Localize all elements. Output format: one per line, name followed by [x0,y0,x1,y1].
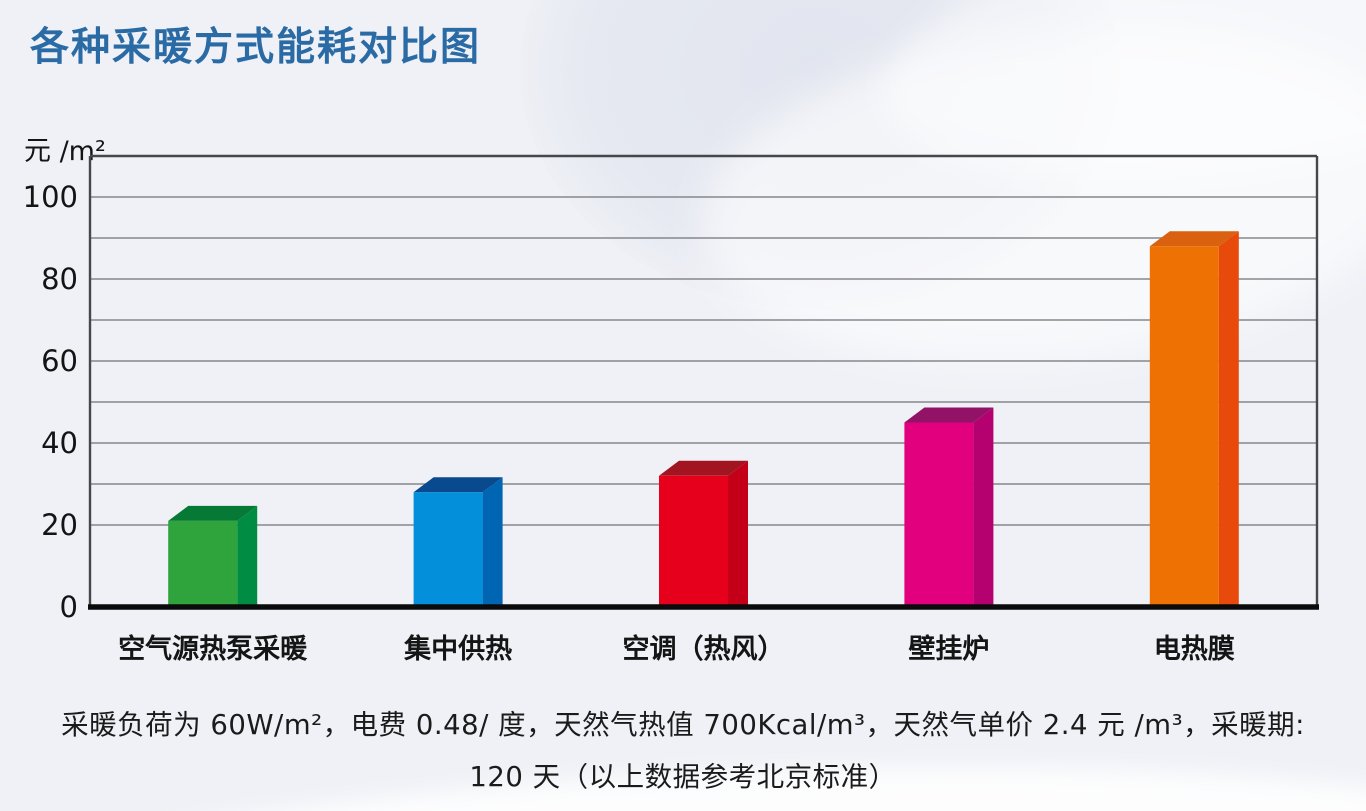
y-tick-label-60: 60 [41,344,78,378]
bar-air-conditioning-hot-air [659,460,748,607]
bar-front-face [659,475,728,607]
x-category-label-wall-hung-boiler: 壁挂炉 [908,634,990,665]
bar-wall-hung-boiler [904,407,994,607]
bar-top-face [168,505,258,521]
bar-front-face [1149,246,1219,607]
y-tick-label-0: 0 [59,590,78,624]
bar-side-face [973,407,994,607]
bar-side-face [482,477,503,607]
bar-side-face [1218,231,1239,607]
bar-front-face [904,422,974,607]
bar-top-face [904,407,994,423]
bar-top-face [1149,231,1239,247]
footnote-line-2: 120 天（以上数据参考北京标准） [469,761,897,793]
bar-side-face [728,460,748,607]
footnote-line-1: 采暖负荷为 60W/m²，电费 0.48/ 度，天然气热值 700Kcal/m³… [61,709,1305,741]
x-category-label-electric-heating-film: 电热膜 [1153,634,1235,665]
y-tick-label-100: 100 [22,180,78,214]
y-axis-unit-label: 元 /m² [24,136,106,167]
y-tick-label-40: 40 [41,426,78,460]
y-tick-label-80: 80 [41,262,78,296]
x-category-label-central-heating: 集中供热 [404,634,513,665]
bar-electric-heating-film [1149,231,1239,607]
bar-air-source-heat-pump [168,505,258,607]
x-category-label-air-conditioning-hot-air: 空调（热风） [622,634,785,665]
bar-front-face [413,492,483,607]
page-title: 各种采暖方式能耗对比图 [30,25,482,70]
x-category-label-air-source-heat-pump: 空气源热泵采暖 [118,634,308,665]
bar-chart-plot-area [88,154,1319,610]
bar-side-face [237,505,258,607]
bar-top-face [413,477,503,493]
bar-central-heating [413,477,503,607]
bar-front-face [168,520,238,607]
y-tick-label-20: 20 [41,508,78,542]
bar-top-face [659,460,748,476]
